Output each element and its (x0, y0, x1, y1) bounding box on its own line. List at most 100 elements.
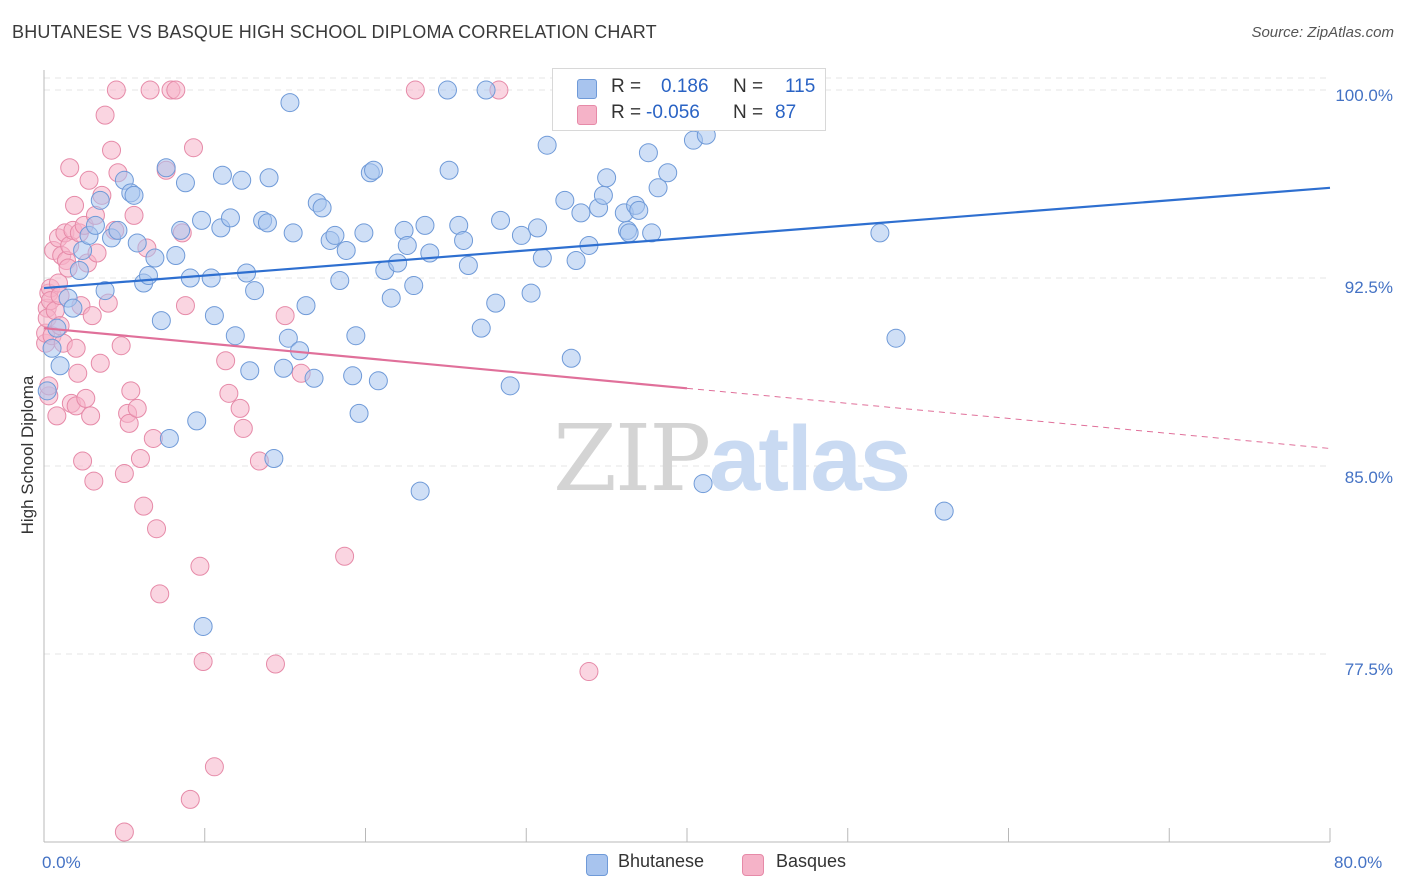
bhutanese-point (280, 93, 300, 113)
y-tick-label: 92.5% (1344, 278, 1393, 297)
bhutanese-point (151, 311, 171, 331)
bhutanese-point (566, 250, 586, 270)
legend-row-basques: R = -0.056 N = 87 (553, 102, 825, 126)
bhutanese-point (145, 248, 165, 268)
legend-r-value: 0.186 (661, 76, 709, 97)
bhutanese-point (37, 381, 57, 401)
bhutanese-point (159, 428, 179, 448)
legend-n-value: 87 (775, 102, 797, 123)
bhutanese-point (561, 348, 581, 368)
bhutanese-point (381, 288, 401, 308)
bhutanese-point (90, 190, 110, 210)
bhutanese-point (354, 223, 374, 243)
bhutanese-point (156, 158, 176, 178)
basques-point (79, 170, 99, 190)
bhutanese-point (304, 368, 324, 388)
basques-point (114, 464, 134, 484)
basques-point (111, 336, 131, 356)
bhutanese-point (486, 293, 506, 313)
bhutanese-point (42, 338, 62, 358)
bhutanese-point (476, 80, 496, 100)
bhutanese-point (50, 356, 70, 376)
bhutanese-point (537, 135, 557, 155)
bhutanese-points (37, 80, 954, 636)
basques-point (175, 296, 195, 316)
basques-point (183, 138, 203, 158)
bhutanese-point (439, 160, 459, 180)
basques-point (124, 205, 144, 225)
basques-point (127, 398, 147, 418)
bhutanese-point (166, 245, 186, 265)
bhutanese-point (312, 198, 332, 218)
bhutanese-point (491, 210, 511, 230)
bhutanese-point (192, 210, 212, 230)
bhutanese-point (127, 233, 147, 253)
basques-point (275, 306, 295, 326)
basques-trend-extension (686, 387, 1331, 449)
basques-point (81, 406, 101, 426)
basques-point (216, 351, 236, 371)
basques-point (68, 363, 88, 383)
basques-point (193, 652, 213, 672)
legend-r-label: R = (611, 76, 642, 97)
bhutanese-point (934, 501, 954, 521)
bhutanese-point (648, 178, 668, 198)
basques-point (166, 80, 186, 100)
basques-point (335, 546, 355, 566)
basques-point (230, 398, 250, 418)
bhutanese-point (471, 318, 491, 338)
x-tick-label: 80.0% (1334, 853, 1383, 872)
bottom-legend-label: Basques (776, 851, 847, 871)
bhutanese-point (343, 366, 363, 386)
watermark-zip: ZIP (553, 405, 711, 512)
bhutanese-point (410, 481, 430, 501)
basques-point (140, 80, 160, 100)
bhutanese-point (175, 173, 195, 193)
bottom-legend-swatch-pink (742, 854, 764, 876)
basques-point (114, 822, 134, 842)
bhutanese-point (346, 326, 366, 346)
bhutanese-point (364, 160, 384, 180)
basques-point (76, 388, 96, 408)
bhutanese-trend-line (43, 186, 1331, 290)
x-tick-label: 0.0% (42, 853, 81, 872)
bhutanese-point (404, 276, 424, 296)
y-tick-label: 100.0% (1335, 86, 1393, 105)
bhutanese-point (245, 281, 265, 301)
bhutanese-point (629, 200, 649, 220)
basques-point (180, 789, 200, 809)
bhutanese-point (138, 266, 158, 286)
basques-point (119, 413, 139, 433)
bhutanese-point (555, 190, 575, 210)
bhutanese-point (437, 80, 457, 100)
bhutanese-point (336, 240, 356, 260)
bhutanese-point (658, 163, 678, 183)
bhutanese-point (325, 225, 345, 245)
bhutanese-point (108, 220, 128, 240)
source-label: Source: ZipAtlas.com (1251, 24, 1394, 41)
basques-point (150, 584, 170, 604)
basques-point (73, 451, 93, 471)
basques-point (47, 406, 67, 426)
basques-point (60, 158, 80, 178)
y-axis-label: High School Diploma (18, 375, 37, 535)
bhutanese-point (693, 474, 713, 494)
bhutanese-point (220, 208, 240, 228)
chart-title: BHUTANESE VS BASQUE HIGH SCHOOL DIPLOMA … (12, 22, 657, 42)
correlation-legend: R = 0.186 N = 115 R = -0.056 N = 87 (552, 68, 826, 131)
bhutanese-point (500, 376, 520, 396)
bhutanese-point (886, 328, 906, 348)
bhutanese-point (642, 223, 662, 243)
bhutanese-point (593, 185, 613, 205)
y-tick-label: 85.0% (1344, 468, 1393, 487)
watermark: ZIPatlas (553, 405, 911, 512)
basques-point (579, 662, 599, 682)
bhutanese-point (257, 213, 277, 233)
bhutanese-point (511, 225, 531, 245)
basques-point (233, 418, 253, 438)
basques-point (143, 428, 163, 448)
basques-point (147, 519, 167, 539)
bhutanese-point (274, 358, 294, 378)
basques-point (204, 757, 224, 777)
basques-point (102, 140, 122, 160)
